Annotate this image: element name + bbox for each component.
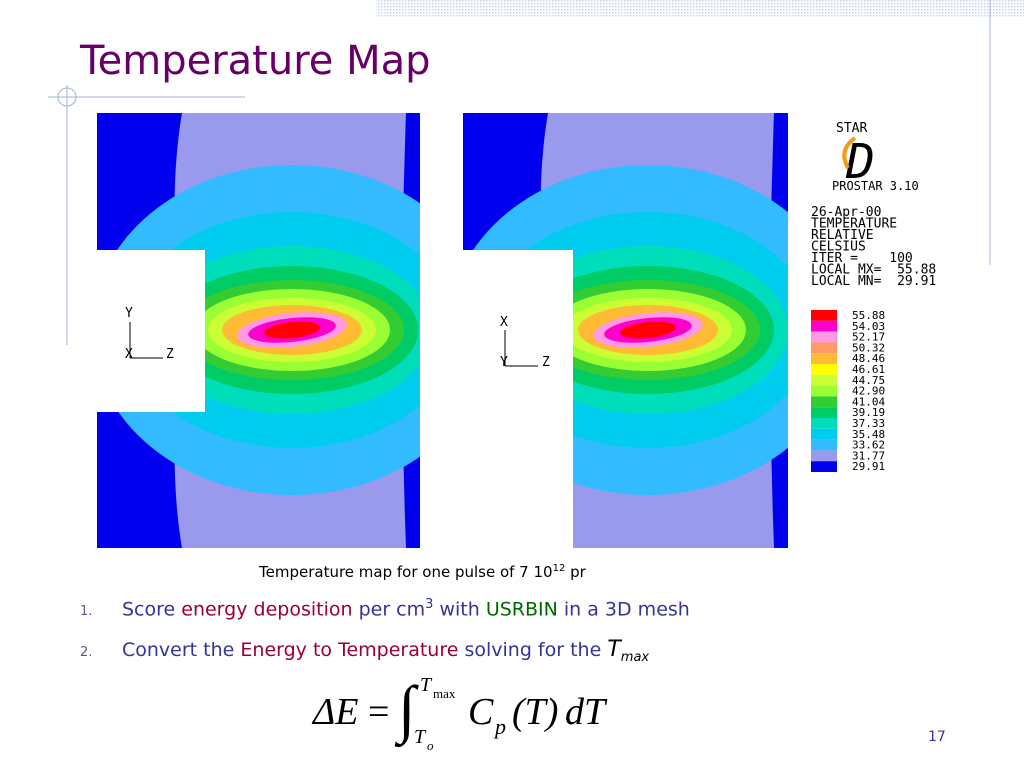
- temperature-map-left: [97, 113, 420, 548]
- legend-swatch: [811, 461, 837, 472]
- legend-label: 33.62: [852, 439, 885, 452]
- info-line: RELATIVE: [811, 228, 874, 243]
- legend-swatch: [811, 364, 837, 375]
- legend-swatch: [811, 407, 837, 418]
- slide-title: Temperature Map: [80, 38, 431, 84]
- notch: [463, 250, 573, 548]
- eq-upper-sub: max: [433, 686, 456, 701]
- eq-lhs: ΔE: [313, 691, 359, 733]
- legend-swatch: [811, 374, 837, 386]
- list-text: per cm: [352, 598, 426, 621]
- eq-integral: ∫: [398, 673, 416, 744]
- logo-version: PROSTAR 3.10: [832, 179, 919, 193]
- legend-label: 46.61: [852, 363, 885, 376]
- legend-swatch: [811, 310, 837, 321]
- eq-equals: =: [368, 691, 390, 733]
- list-item: 1. Score energy deposition per cm3 with U…: [80, 597, 690, 620]
- info-line: 26-Apr-00: [811, 205, 881, 220]
- list-text: with: [433, 598, 486, 621]
- legend-label: 44.75: [852, 374, 885, 387]
- list-text: solving for the: [458, 639, 608, 661]
- eq-arg: (T): [512, 691, 559, 733]
- eq-c-sub: p: [495, 714, 506, 739]
- figure-caption: Temperature map for one pulse of 7 1012 …: [259, 563, 586, 581]
- legend-label: 55.88: [852, 309, 885, 322]
- list-number: 2.: [80, 645, 93, 660]
- contour: [264, 321, 320, 339]
- legend-swatch: [811, 385, 837, 397]
- legend-swatch: [811, 320, 837, 332]
- eq-c: C: [468, 691, 494, 733]
- legend-swatch: [811, 450, 837, 462]
- legend-swatch: [811, 396, 837, 408]
- legend-swatch: [811, 353, 837, 364]
- eq-lower-sub: o: [427, 738, 434, 753]
- legend-label: 37.33: [852, 417, 885, 430]
- axis-label: Z: [542, 355, 550, 370]
- notch: [97, 250, 205, 412]
- info-line: LOCAL MN= 29.91: [811, 274, 936, 289]
- caption-sup: 12: [552, 563, 566, 574]
- axis-triad-left: [129, 322, 163, 359]
- list-text: in a 3D mesh: [557, 598, 690, 621]
- list-text: energy deposition: [181, 598, 353, 621]
- list-text: Score: [122, 598, 182, 621]
- legend-label: 31.77: [852, 449, 885, 462]
- axis-triad-right: [504, 330, 538, 367]
- logo-swoosh: [842, 136, 857, 169]
- list-text: Energy to Temperature: [240, 639, 459, 661]
- legend-swatch: [811, 331, 837, 343]
- info-line: ITER = 100: [811, 251, 913, 266]
- temperature-map-right: [463, 113, 788, 548]
- legend-label: 42.90: [852, 385, 885, 398]
- decor-circle: [57, 87, 77, 107]
- list-text: max: [620, 649, 650, 665]
- legend-label: 48.46: [852, 352, 885, 365]
- list-text: Convert the: [122, 639, 241, 661]
- eq-lower: T: [414, 726, 426, 748]
- list-number: 1.: [80, 604, 93, 620]
- legend-swatch: [811, 428, 837, 440]
- eq-upper: T: [420, 674, 432, 696]
- page-number: 17: [928, 729, 946, 745]
- logo-name: STAR: [836, 121, 867, 136]
- info-line: CELSIUS: [811, 240, 866, 255]
- legend: 55.8854.0352.1750.3248.4646.6144.7542.90…: [811, 205, 936, 473]
- legend-label: 39.19: [852, 406, 885, 419]
- caption-tail: pr: [565, 563, 586, 581]
- list-text: 3: [425, 597, 434, 612]
- legend-swatch: [811, 342, 837, 354]
- axis-label: X: [125, 347, 133, 362]
- legend-swatch: [811, 418, 837, 429]
- list-text: T: [607, 637, 621, 662]
- decor-band: [376, 0, 1024, 18]
- axis-label: X: [500, 315, 508, 330]
- info-line: LOCAL MX= 55.88: [811, 263, 936, 278]
- axis-label: Y: [500, 355, 508, 370]
- legend-label: 29.91: [852, 460, 885, 473]
- info-line: TEMPERATURE: [811, 217, 897, 232]
- legend-label: 41.04: [852, 395, 885, 408]
- eq-d: dT: [565, 691, 606, 733]
- caption-text: Temperature map for one pulse of 7 10: [259, 563, 553, 581]
- list-text: USRBIN: [485, 598, 558, 621]
- axis-label: Z: [166, 347, 174, 362]
- legend-label: 50.32: [852, 341, 885, 354]
- legend-label: 35.48: [852, 428, 885, 441]
- legend-swatch: [811, 439, 837, 451]
- list-item: 2. Convert the Energy to Temperature solv…: [80, 637, 649, 665]
- axis-label: Y: [125, 306, 133, 321]
- legend-label: 54.03: [852, 320, 885, 333]
- contour: [620, 321, 676, 339]
- legend-label: 52.17: [852, 331, 885, 344]
